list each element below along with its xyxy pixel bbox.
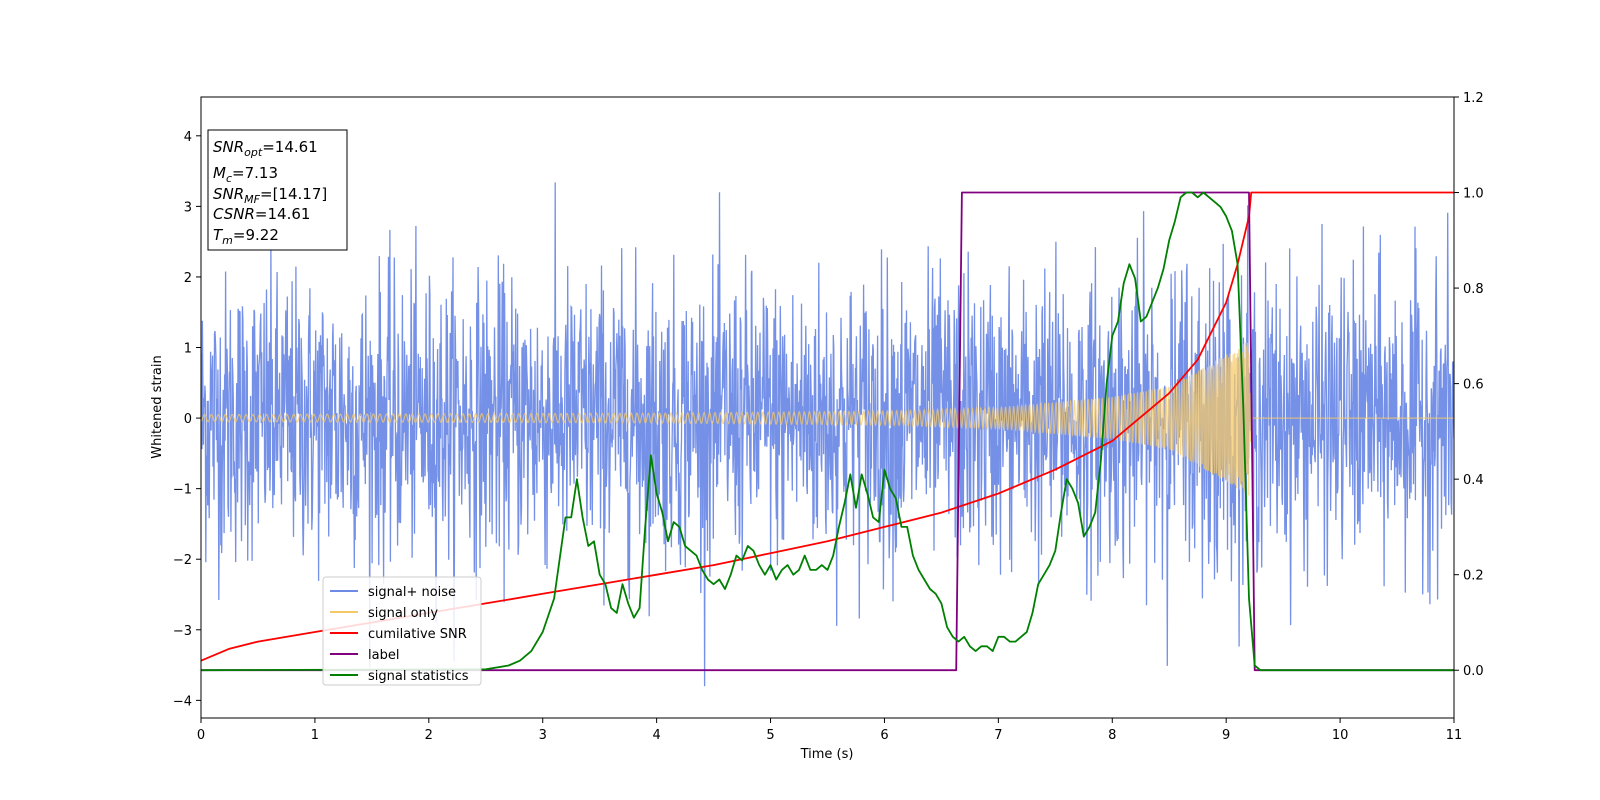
x-tick-label: 10 <box>1332 728 1349 743</box>
y-tick-label-left: 3 <box>184 200 192 215</box>
y-tick-label-left: 1 <box>184 342 192 357</box>
series-signal-statistics <box>201 191 1454 672</box>
legend-frame <box>322 576 482 686</box>
y-tick-label-left: −2 <box>173 553 192 568</box>
x-tick-label: 11 <box>1446 728 1463 743</box>
y-tick-label-right: 0.4 <box>1463 473 1484 488</box>
info-csnr: CSNR=14.61 <box>213 205 310 223</box>
x-tick-label: 1 <box>311 728 319 743</box>
info-snr-opt: SNRopt=14.61 <box>213 138 318 159</box>
y-tick-label-right: 1.0 <box>1463 187 1484 202</box>
legend-label: signal only <box>368 606 438 621</box>
x-tick-label: 4 <box>652 728 660 743</box>
x-axis-title: Time (s) <box>800 747 854 762</box>
y-tick-label-right: 1.2 <box>1463 91 1484 106</box>
y-axis-title: Whitened strain <box>150 355 165 458</box>
y-tick-label-left: −1 <box>173 483 192 498</box>
y-tick-label-left: 2 <box>184 271 192 286</box>
x-tick-label: 5 <box>766 728 774 743</box>
y-tick-label-left: 0 <box>184 412 192 427</box>
info-tm: Tm=9.22 <box>213 226 279 247</box>
legend-label: label <box>368 648 399 663</box>
x-tick-label: 2 <box>425 728 433 743</box>
y-tick-label-left: 4 <box>184 130 192 145</box>
plot-frame <box>200 96 1455 719</box>
y-tick-label-right: 0.2 <box>1463 569 1484 584</box>
info-mc: Mc=7.13 <box>213 164 278 185</box>
x-tick-label: 9 <box>1222 728 1230 743</box>
y-tick-label-right: 0.8 <box>1463 282 1484 297</box>
y-tick-label-left: −3 <box>173 624 192 639</box>
x-tick-label: 7 <box>994 728 1002 743</box>
x-tick-label: 6 <box>880 728 888 743</box>
y-tick-label-right: 0.0 <box>1463 664 1484 679</box>
legend-label: cumilative SNR <box>368 627 467 642</box>
x-tick-label: 8 <box>1108 728 1116 743</box>
x-tick-label: 3 <box>539 728 547 743</box>
y-tick-label-right: 0.6 <box>1463 378 1484 393</box>
info-box-frame <box>207 129 348 251</box>
legend-label: signal statistics <box>368 669 469 684</box>
info-snr-mf: SNRMF=[14.17] <box>213 185 327 206</box>
legend-label: signal+ noise <box>368 585 456 600</box>
info-box: SNRopt=14.61 Mc=7.13 SNRMF=[14.17] CSNR=… <box>207 129 348 251</box>
axes-layer: 0 1 2 3 4 5 6 7 8 9 10 11 −4 −3 −2 −1 0 1 2 3 4 0.0 0.2 0.4 0.6 0… <box>173 91 1484 743</box>
y-tick-label-left: −4 <box>173 694 192 709</box>
x-tick-label: 0 <box>197 728 205 743</box>
legend: signal+ noise signal only cumilative SNR la… <box>322 576 482 686</box>
